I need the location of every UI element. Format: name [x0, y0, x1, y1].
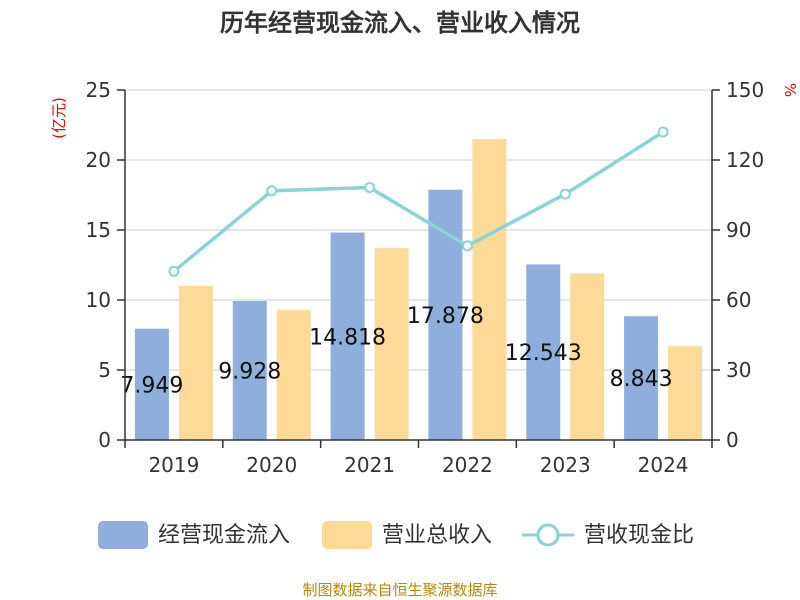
bar-cash-inflow-2024[interactable]: [624, 316, 659, 440]
left-axis-tick-label: 10: [86, 288, 111, 312]
x-axis-tick-label: 2019: [148, 453, 199, 477]
legend-label-revenue: 营业总收入: [382, 523, 492, 548]
x-axis-tick-label: 2021: [344, 453, 395, 477]
left-axis-tick-label: 5: [98, 358, 111, 382]
source-note: 制图数据来自恒生聚源数据库: [302, 581, 497, 599]
legend-swatch-revenue: [322, 521, 372, 549]
ratio-line: [172, 130, 665, 273]
axes: 0 5 10 15 20 25 0 30 60 90 120 150 2019 2020 2021 2022 2…: [86, 78, 765, 477]
bar-revenue-2023[interactable]: [570, 273, 605, 440]
data-label-cash-inflow-2020: 9.928: [218, 360, 281, 385]
bar-revenue-2024[interactable]: [668, 346, 703, 440]
bar-cash-inflow-2020[interactable]: [232, 301, 267, 440]
x-axis-tick-label: 2022: [442, 453, 493, 477]
right-axis-tick-label: 120: [726, 148, 764, 172]
ratio-point-2024[interactable]: [657, 126, 669, 138]
bar-cash-inflow-2019[interactable]: [134, 328, 169, 440]
legend-label-cash-inflow: 经营现金流入: [158, 523, 290, 548]
bar-cash-inflow-2021[interactable]: [330, 232, 365, 440]
bar-revenue-2020[interactable]: [276, 309, 311, 440]
legend-label-ratio: 营收现金比: [584, 523, 694, 548]
left-axis-unit: (亿元): [50, 97, 68, 139]
ratio-point-2022[interactable]: [461, 240, 473, 252]
x-axis-tick-label: 2023: [540, 453, 591, 477]
chart-title: 历年经营现金流入、营业收入情况: [220, 9, 580, 37]
data-label-cash-inflow-2021: 14.818: [309, 325, 386, 350]
data-label-cash-inflow-2019: 7.949: [120, 373, 183, 398]
bar-revenue-2021[interactable]: [374, 248, 409, 440]
ratio-point-2021[interactable]: [364, 182, 376, 194]
legend-item-revenue[interactable]: 营业总收入: [322, 521, 492, 549]
legend: 经营现金流入 营业总收入 营收现金比: [98, 521, 694, 549]
legend-item-cash-inflow[interactable]: 经营现金流入: [98, 521, 290, 549]
bar-group: [134, 139, 703, 440]
left-axis-tick-label: 15: [86, 218, 111, 242]
right-axis-tick-label: 90: [726, 218, 751, 242]
x-axis-tick-label: 2020: [246, 453, 297, 477]
ratio-point-2023[interactable]: [559, 188, 571, 200]
legend-item-ratio[interactable]: 营收现金比: [522, 523, 694, 548]
data-label-cash-inflow-2023: 12.543: [505, 341, 582, 366]
bar-cash-inflow-2023[interactable]: [526, 264, 561, 440]
line-series-group: [168, 126, 669, 277]
ratio-point-2019[interactable]: [168, 265, 180, 277]
bar-revenue-2019[interactable]: [178, 286, 213, 440]
x-axis-tick-label: 2024: [638, 453, 689, 477]
right-axis-unit: %: [781, 83, 799, 97]
right-axis-tick-label: 60: [726, 288, 751, 312]
left-axis-tick-label: 0: [98, 428, 111, 452]
data-label-group: 7.949 9.928 14.818 17.878 12.543 8.843: [120, 304, 672, 399]
legend-swatch-cash-inflow: [98, 521, 148, 549]
right-axis-tick-label: 30: [726, 358, 751, 382]
left-axis-tick-label: 20: [86, 148, 111, 172]
data-label-cash-inflow-2022: 17.878: [407, 304, 484, 329]
bar-revenue-2022[interactable]: [472, 139, 507, 440]
legend-marker-ratio: [536, 523, 560, 547]
right-axis-tick-label: 0: [726, 428, 739, 452]
left-axis-tick-label: 25: [86, 78, 111, 102]
data-label-cash-inflow-2024: 8.843: [610, 367, 673, 392]
right-axis-tick-label: 150: [726, 78, 764, 102]
ratio-point-2020[interactable]: [266, 185, 278, 197]
